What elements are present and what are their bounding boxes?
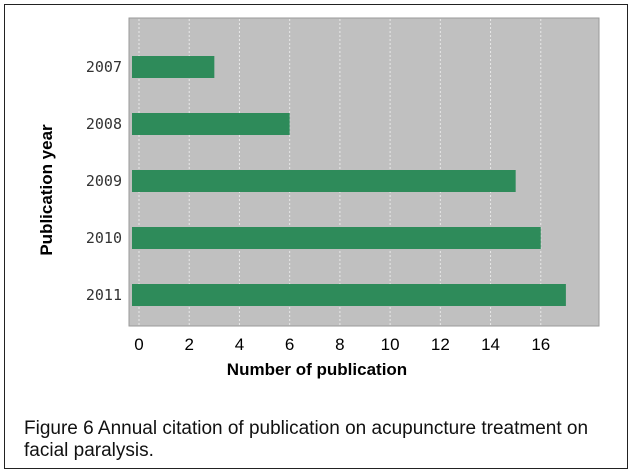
x-tick-labels: 0 2 4 6 8 10 12 14 16	[134, 335, 550, 354]
y-axis-title: Publication year	[37, 124, 56, 256]
bar-2007	[132, 56, 215, 78]
x-tick-label: 0	[134, 335, 143, 354]
figure-caption: Figure 6 Annual citation of publication …	[24, 418, 589, 461]
x-tick-label: 8	[335, 335, 344, 354]
bars	[132, 56, 566, 306]
x-axis-title: Number of publication	[227, 360, 407, 379]
bar-2008	[132, 113, 290, 135]
bar-2010	[132, 227, 541, 249]
x-tick-label: 6	[285, 335, 294, 354]
x-tick-label: 4	[235, 335, 244, 354]
y-tick-label: 2009	[86, 172, 122, 190]
x-tick-label: 10	[381, 335, 400, 354]
y-tick-labels: 2007 2008 2009 2010 2011	[86, 58, 122, 304]
y-tick-label: 2007	[86, 58, 122, 76]
x-tick-label: 14	[481, 335, 500, 354]
x-tick-label: 16	[531, 335, 550, 354]
bar-2011	[132, 284, 566, 306]
x-tick-label: 12	[431, 335, 450, 354]
y-tick-label: 2011	[86, 286, 122, 304]
y-tick-label: 2008	[86, 115, 122, 133]
y-tick-label: 2010	[86, 229, 122, 247]
bar-2009	[132, 170, 516, 192]
x-tick-label: 2	[184, 335, 193, 354]
